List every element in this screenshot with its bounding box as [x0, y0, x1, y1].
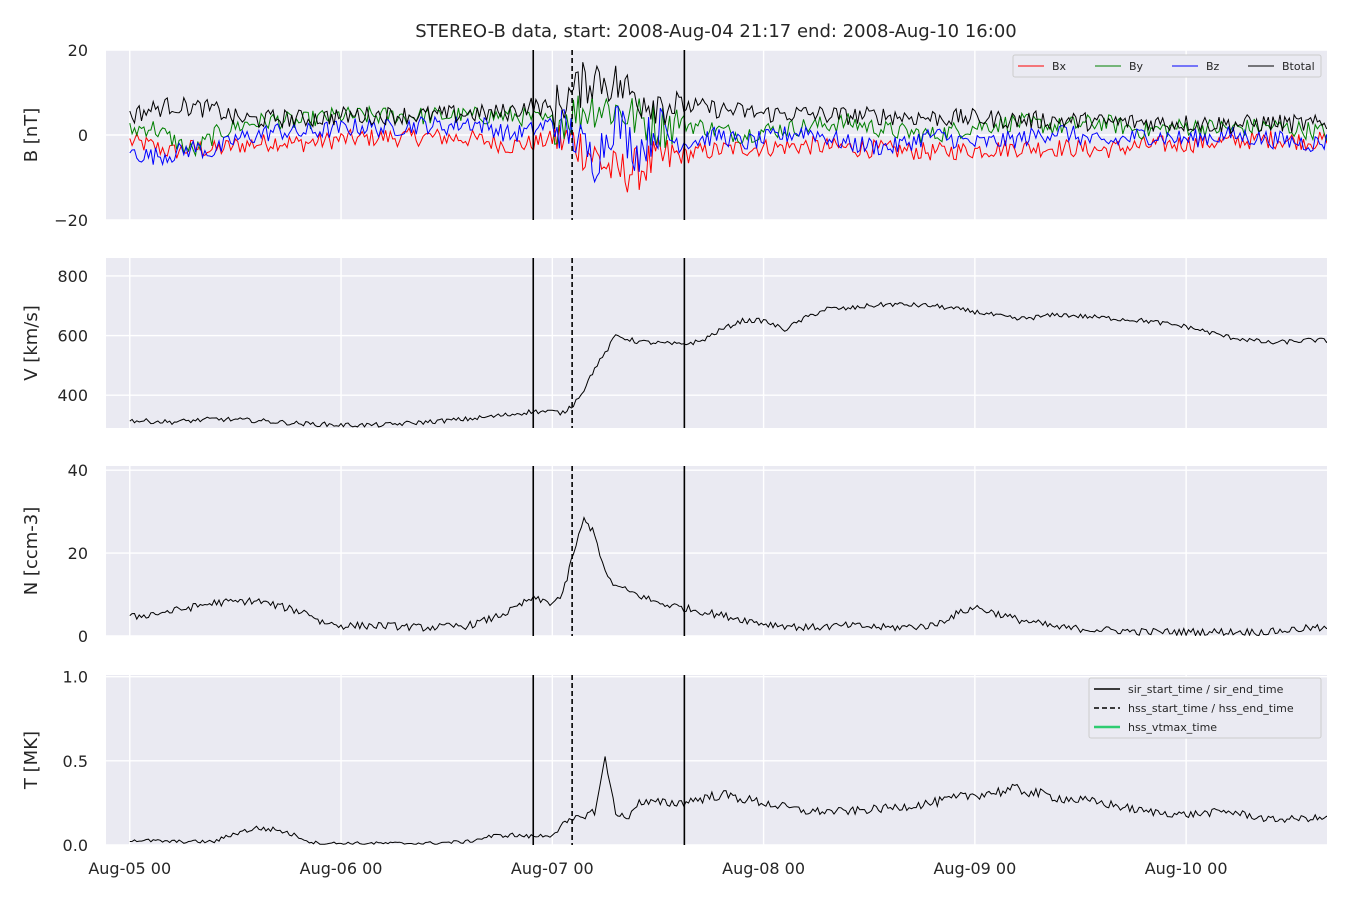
ytick-label: 800	[57, 267, 88, 286]
chart-title: STEREO-B data, start: 2008-Aug-04 21:17 …	[415, 21, 1016, 42]
legend-label-Btotal: Btotal	[1282, 60, 1315, 73]
ylabel-B: B [nT]	[21, 108, 42, 163]
ytick-label: 0	[78, 126, 88, 145]
ylabel-T: T [MK]	[21, 731, 42, 790]
series-N	[129, 516, 1327, 636]
series-Bx	[129, 124, 1327, 193]
ytick-label: 20	[68, 544, 88, 563]
ytick-label: 0.0	[63, 836, 88, 855]
legend-magnetic: Bx By Bz Btotal	[1012, 54, 1322, 78]
panel-V: 400 600 800 V [km/s]	[21, 258, 1327, 428]
panel-N-background	[106, 466, 1327, 636]
legend-events: sir_start_time / sir_end_time hss_start_t…	[1088, 677, 1322, 739]
legend-label-Bx: Bx	[1052, 60, 1067, 73]
ytick-label: 40	[68, 461, 88, 480]
panel-T: 0.0 0.5 1.0 T [MK] sir_start_time / sir_end_…	[21, 668, 1327, 855]
panel-V-background	[106, 258, 1327, 428]
series-T	[129, 756, 1327, 845]
panel-N: 0 20 40 N [ccm-3]	[21, 461, 1327, 646]
ytick-label: 600	[57, 327, 88, 346]
xtick-label: Aug-07 00	[511, 859, 594, 878]
ytick-label: 20	[68, 41, 88, 60]
xtick-label: Aug-05 00	[88, 859, 171, 878]
ytick-label: 0	[78, 627, 88, 646]
ytick-label: 400	[57, 386, 88, 405]
series-Bz	[129, 105, 1327, 184]
series-V	[129, 301, 1327, 428]
ytick-label: 1.0	[63, 668, 88, 687]
series-By	[129, 95, 1327, 158]
legend-box	[1012, 54, 1322, 78]
ylabel-N: N [ccm-3]	[21, 507, 42, 596]
ytick-label: −20	[54, 211, 88, 230]
legend-label-event: sir_start_time / sir_end_time	[1128, 683, 1284, 696]
series-Btotal	[129, 62, 1327, 135]
xtick-label: Aug-08 00	[722, 859, 805, 878]
xtick-label: Aug-10 00	[1145, 859, 1228, 878]
legend-label-event: hss_start_time / hss_end_time	[1128, 702, 1294, 715]
x-axis: Aug-05 00 Aug-06 00 Aug-07 00 Aug-08 00 Aug-…	[88, 859, 1227, 878]
ylabel-V: V [km/s]	[21, 305, 42, 380]
ytick-label: 0.5	[63, 752, 88, 771]
panel-B: −20 0 20 B [nT] Bx By Bz Btotal	[21, 41, 1327, 230]
xtick-label: Aug-06 00	[300, 859, 383, 878]
legend-label-event: hss_vtmax_time	[1128, 721, 1217, 734]
legend-box	[1088, 677, 1322, 739]
xtick-label: Aug-09 00	[933, 859, 1016, 878]
legend-label-By: By	[1129, 60, 1144, 73]
legend-label-Bz: Bz	[1206, 60, 1220, 73]
